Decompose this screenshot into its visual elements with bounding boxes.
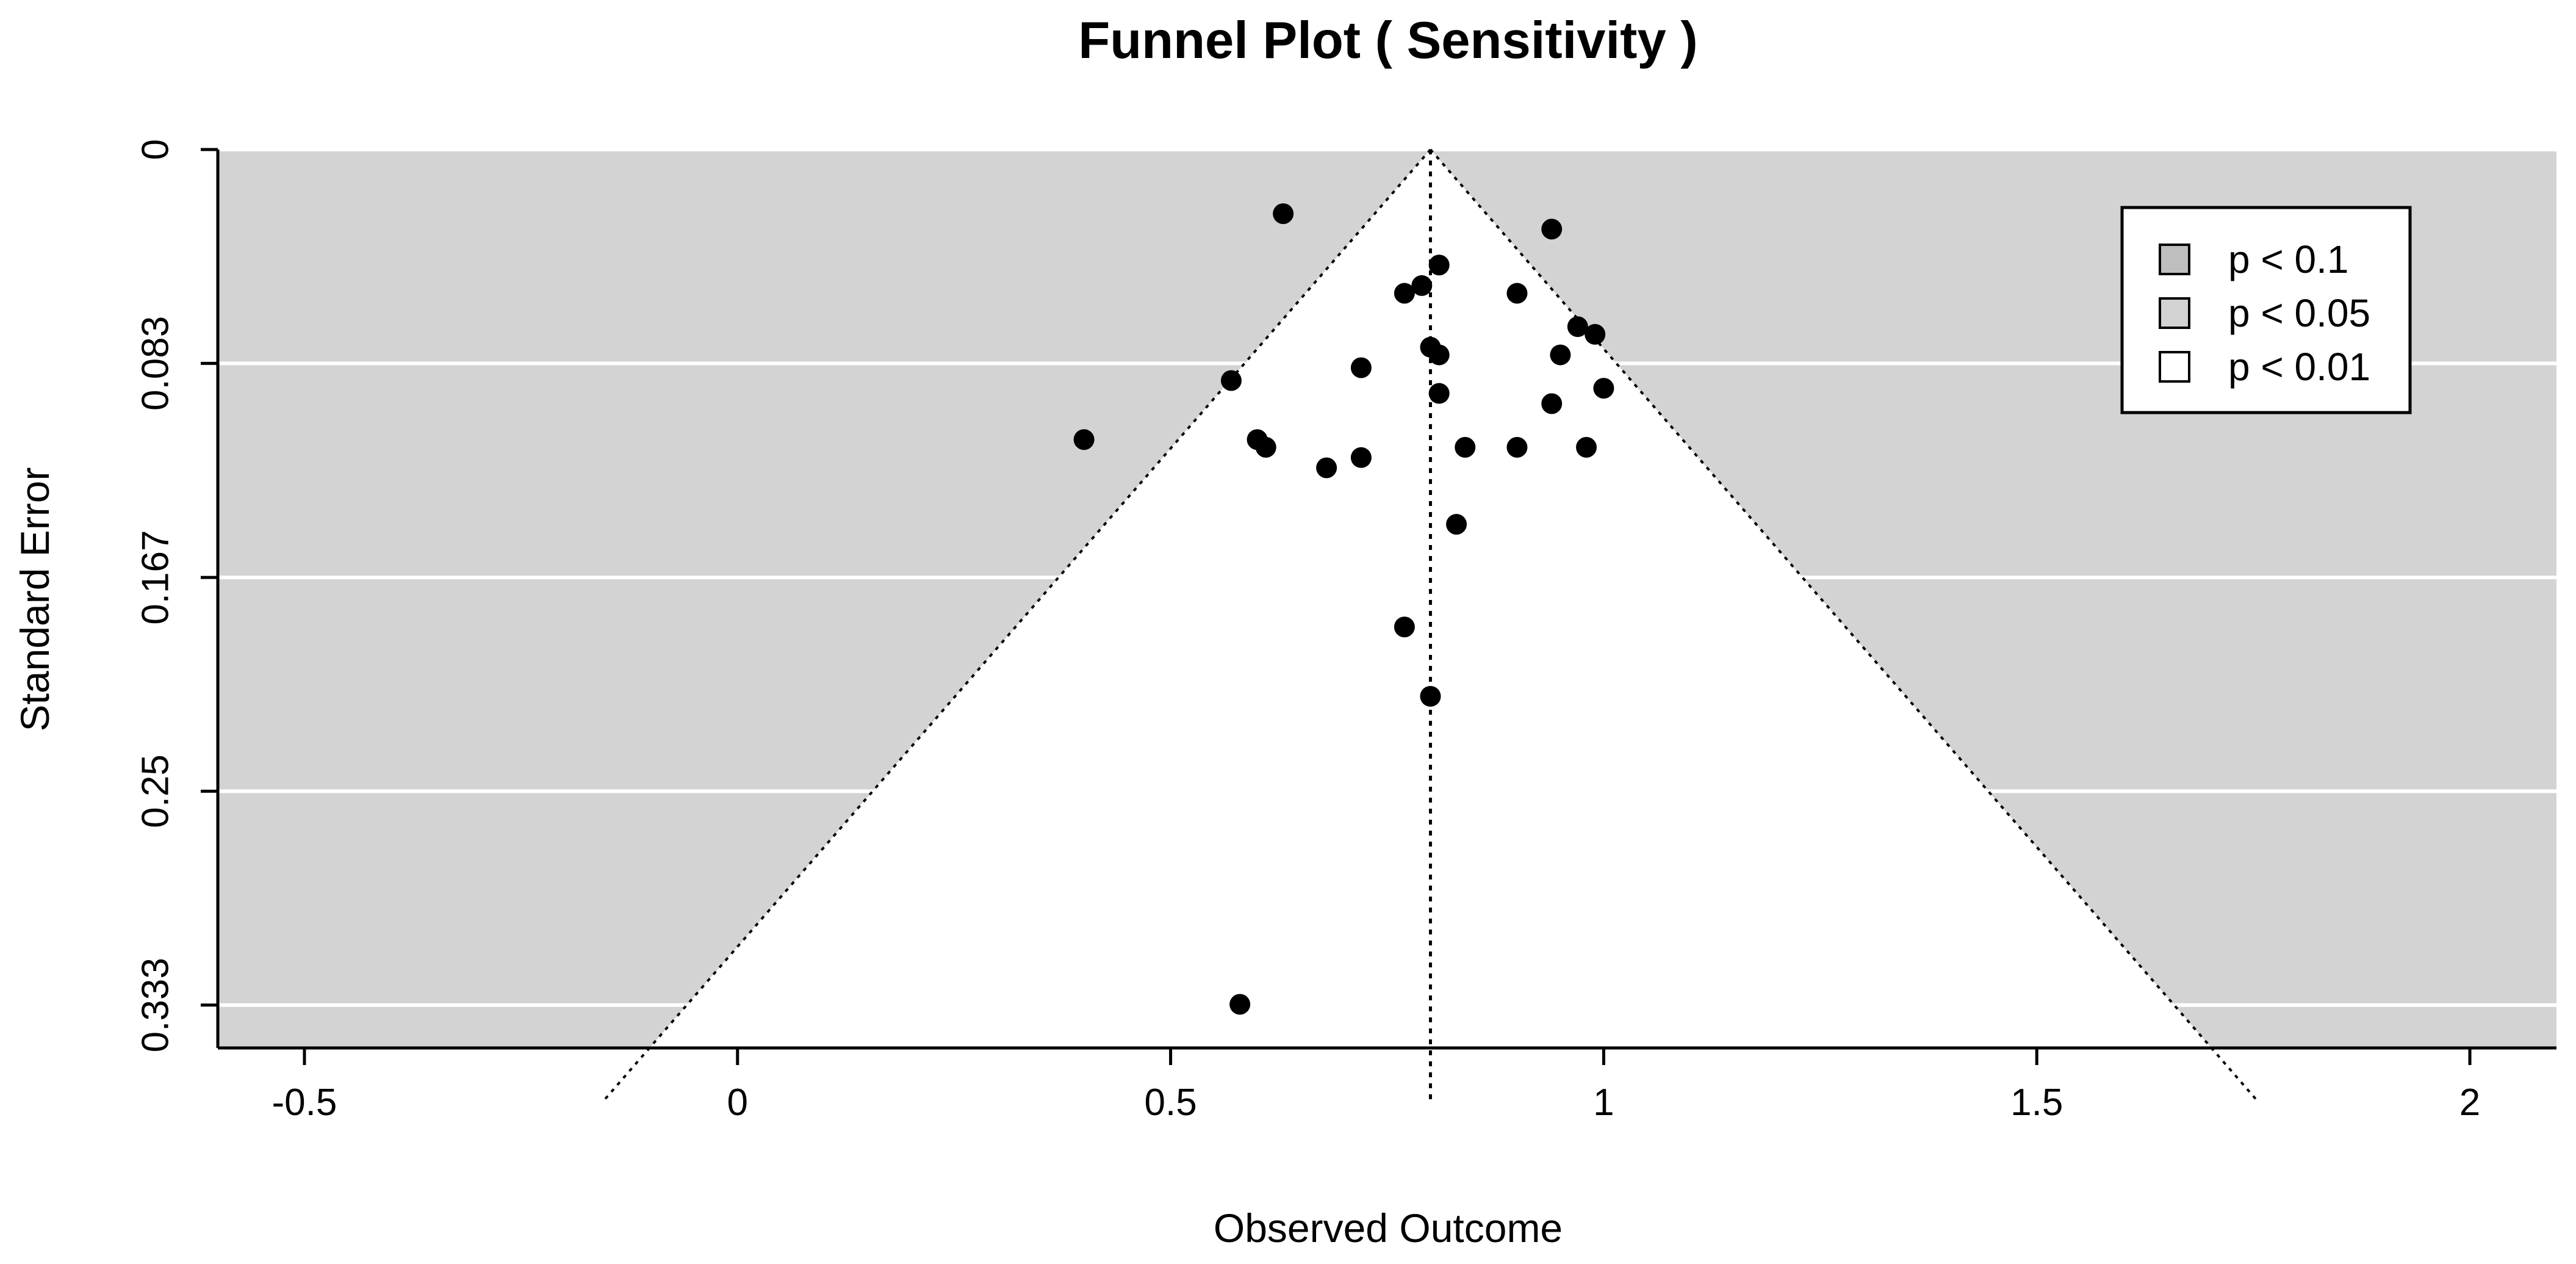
- funnel-region: [649, 150, 2212, 1048]
- data-point: [1394, 283, 1415, 304]
- data-point: [1428, 383, 1450, 404]
- legend-swatch: [2159, 297, 2190, 329]
- data-point: [1273, 203, 1294, 225]
- x-tick-label: 1.5: [2010, 1082, 2063, 1124]
- y-tick-label: 0.167: [135, 530, 177, 625]
- data-points: [1073, 203, 1614, 1015]
- legend-label: p < 0.1: [2228, 237, 2349, 281]
- data-point: [1506, 283, 1528, 304]
- data-point: [1350, 357, 1372, 378]
- data-point: [1576, 436, 1597, 458]
- data-point: [1411, 275, 1433, 296]
- chart-title: Funnel Plot ( Sensitivity ): [1078, 12, 1697, 70]
- data-point: [1350, 447, 1372, 468]
- data-point: [1316, 457, 1337, 479]
- data-point: [1446, 514, 1467, 535]
- data-point: [1229, 994, 1251, 1015]
- y-tick-label: 0.083: [135, 316, 177, 411]
- data-point: [1255, 436, 1276, 458]
- x-tick-label: 1: [1593, 1082, 1614, 1124]
- data-point: [1550, 344, 1571, 366]
- y-tick-label: 0.25: [135, 754, 177, 828]
- x-tick-label: 0: [727, 1082, 748, 1124]
- axes: -0.5 0 0.5 1 1.5 2 0 0.083 0.167 0.25 0.333: [135, 139, 2556, 1124]
- data-point: [1428, 344, 1450, 366]
- x-tick-label: 0.5: [1144, 1082, 1196, 1124]
- legend-swatch: [2159, 351, 2190, 383]
- data-point: [1585, 323, 1606, 345]
- data-point: [1394, 616, 1415, 638]
- data-point: [1541, 218, 1563, 240]
- y-axis-label: Standard Error: [12, 468, 57, 732]
- x-axis-label: Observed Outcome: [1214, 1205, 1563, 1251]
- data-point: [1420, 685, 1441, 707]
- data-point: [1455, 436, 1476, 458]
- data-point: [1428, 255, 1450, 276]
- legend-label: p < 0.01: [2228, 345, 2370, 389]
- data-point: [1593, 378, 1614, 399]
- y-tick-label: 0.333: [135, 958, 177, 1052]
- legend-label: p < 0.05: [2228, 291, 2370, 335]
- x-tick-label: 2: [2459, 1082, 2480, 1124]
- data-point: [1073, 429, 1095, 450]
- y-tick-label: 0: [135, 139, 177, 160]
- data-point: [1541, 393, 1563, 414]
- data-point: [1506, 436, 1528, 458]
- legend: p < 0.1 p < 0.05 p < 0.01: [2120, 206, 2412, 414]
- legend-swatch: [2159, 244, 2190, 275]
- data-point: [1220, 370, 1242, 391]
- data-point: [1567, 316, 1588, 338]
- x-tick-label: -0.5: [272, 1082, 337, 1124]
